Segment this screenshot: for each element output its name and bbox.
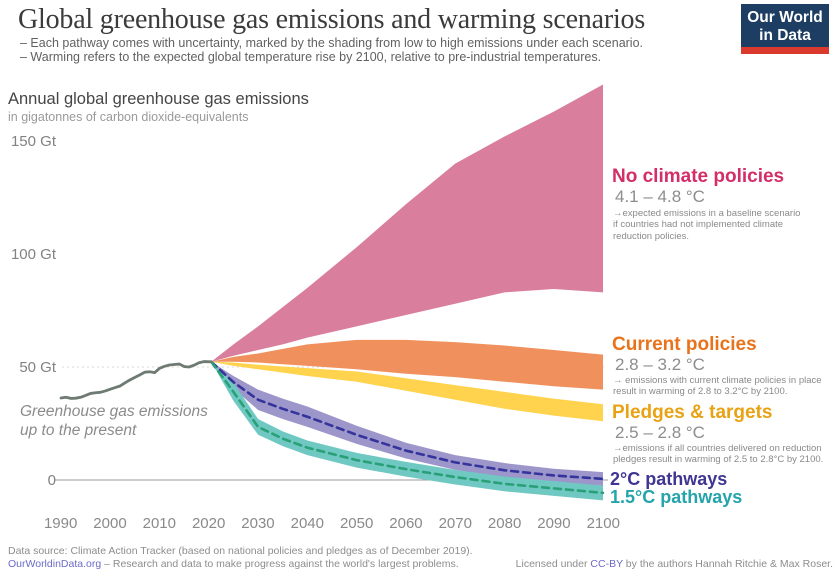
x-tick-label: 2090 (537, 515, 571, 532)
page-title: Global greenhouse gas emissions and warm… (18, 4, 646, 35)
note-pledges-targets: →emissions if all countries delivered on… (613, 443, 824, 466)
owid-logo-line2: in Data (759, 26, 811, 44)
x-tick-label: 2070 (438, 515, 472, 532)
cc-by-link[interactable]: CC-BY (590, 558, 623, 570)
label-no-climate-policies: No climate policies (612, 166, 785, 187)
centerline-one_five_deg (209, 360, 605, 495)
chart-unit-label: in gigatonnes of carbon dioxide-equivale… (8, 110, 249, 124)
label-current-policies: Current policies (612, 334, 757, 355)
x-tick-label: 2020 (191, 515, 226, 532)
footer-data-source: Data source: Climate Action Tracker (bas… (8, 545, 473, 557)
subtitle-line-2: – Warming refers to the expected global … (20, 50, 602, 64)
x-tick-label: 2060 (389, 515, 423, 532)
range-pledges-targets: 2.5 – 2.8 °C (615, 423, 705, 442)
y-tick-label: 0 (47, 472, 56, 489)
y-tick-label: 50 Gt (19, 359, 56, 376)
x-tick-label: 2000 (93, 515, 127, 532)
range-no-climate-policies: 4.1 – 4.8 °C (615, 187, 705, 206)
owid-org-link[interactable]: OurWorldinData.org (8, 558, 102, 570)
x-tick-label: 2050 (339, 515, 374, 532)
footer-tagline: – Research and data to make progress aga… (101, 558, 459, 570)
band-two_deg (211, 361, 604, 486)
historical-series-label-line1: Greenhouse gas emissions (20, 403, 208, 420)
x-tick-label: 2100 (586, 515, 620, 532)
x-tick-label: 2040 (290, 515, 324, 532)
band-no_policy (211, 84, 604, 362)
centerline-two_deg (209, 360, 605, 481)
y-tick-label: 100 Gt (10, 246, 56, 263)
band-current_policy (211, 339, 604, 390)
footer-owid-line: OurWorldinData.org – Research and data t… (8, 558, 459, 570)
footer-license: Licensed under CC-BY by the authors Hann… (516, 558, 833, 570)
owid-logo: Our World in Data (741, 4, 829, 54)
x-tick-label: 2080 (487, 515, 522, 532)
note-current-policies: → emissions with current climate policie… (613, 375, 822, 398)
owid-logo-stripe (741, 47, 829, 54)
note-no-climate-policies: →expected emissions in a baseline scenar… (613, 208, 801, 242)
range-current-policies: 2.8 – 3.2 °C (615, 355, 705, 374)
band-one_five_deg (211, 361, 604, 501)
historical-series-label-line2: up to the present (20, 421, 137, 439)
x-tick-label: 1990 (43, 515, 78, 532)
label-pledges-targets: Pledges & targets (612, 402, 773, 423)
x-tick-label: 2010 (142, 515, 176, 532)
owid-logo-line1: Our World (747, 9, 823, 26)
x-tick-label: 2030 (241, 515, 275, 532)
subtitle-line-1: – Each pathway comes with uncertainty, m… (20, 36, 644, 50)
license-post-text: by the authors Hannah Ritchie & Max Rose… (622, 558, 833, 570)
chart-title: Annual global greenhouse gas emissions (8, 90, 309, 108)
band-pledges (211, 361, 604, 422)
historical-emissions-line (59, 360, 213, 400)
license-pre-text: Licensed under (515, 558, 591, 570)
historical-series-label: Greenhouse gas emissions up to the prese… (20, 403, 208, 440)
x-axis: 1990 2000 2010 2020 2030 2040 2050 2060 2070 2080… (36, 515, 628, 532)
label-1-5c-pathways: 1.5°C pathways (610, 487, 743, 507)
label-2c-pathways: 2°C pathways (610, 469, 728, 489)
y-tick-label: 150 Gt (10, 133, 56, 150)
